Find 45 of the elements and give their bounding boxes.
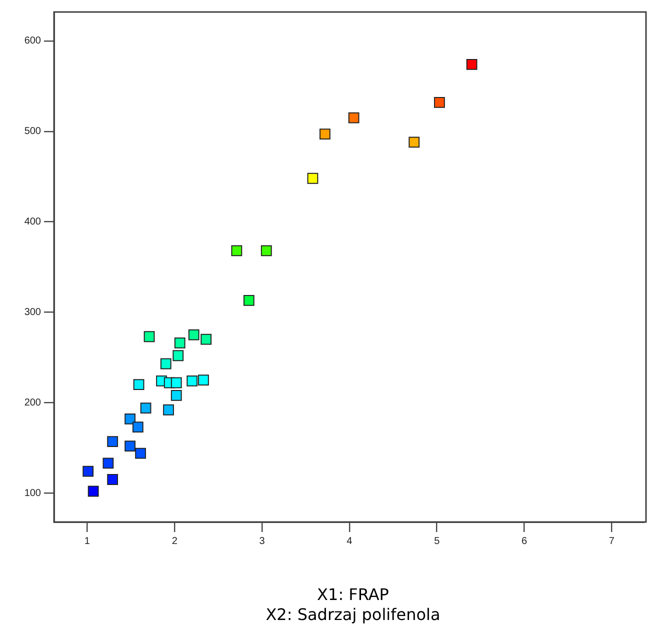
y-tick-label: 500	[24, 126, 42, 138]
point	[160, 358, 172, 370]
point	[107, 474, 118, 485]
x-tick-label: 2	[172, 536, 178, 547]
point	[133, 379, 144, 390]
point	[188, 329, 200, 340]
point	[88, 486, 99, 497]
x-tick-label: 7	[608, 536, 615, 547]
point	[163, 404, 174, 416]
point	[174, 338, 186, 348]
x-axis-title: X1: FRAP X2: Sadrzaj polifenola	[264, 585, 442, 625]
y-tick-label: 100	[24, 488, 42, 499]
point	[408, 136, 420, 148]
y-tick-label: 300	[24, 306, 42, 318]
point	[135, 448, 146, 459]
point	[172, 350, 184, 362]
point	[231, 245, 242, 256]
point	[200, 334, 212, 345]
point	[307, 172, 318, 184]
point	[140, 402, 152, 414]
point	[186, 375, 198, 386]
x-tick-label: 6	[521, 536, 528, 547]
point	[260, 245, 272, 256]
y-tick-label: 400	[24, 216, 42, 228]
point	[466, 58, 478, 70]
point	[132, 422, 144, 433]
x-tick-label: 1	[84, 536, 90, 547]
point	[102, 458, 114, 469]
x-tick-label: 4	[346, 536, 353, 547]
x-tick-label: 5	[434, 536, 440, 547]
point	[170, 377, 182, 388]
point	[243, 295, 254, 306]
y-tick-label: 600	[24, 36, 42, 47]
point	[124, 440, 136, 452]
point	[82, 466, 94, 477]
point	[320, 128, 330, 140]
point	[170, 390, 182, 401]
point	[107, 436, 118, 447]
point	[198, 374, 209, 386]
y-tick-label: 200	[24, 397, 42, 408]
point	[434, 96, 445, 108]
point	[348, 112, 360, 124]
x-tick-label: 3	[259, 536, 266, 547]
point	[144, 331, 155, 342]
point	[124, 413, 136, 424]
